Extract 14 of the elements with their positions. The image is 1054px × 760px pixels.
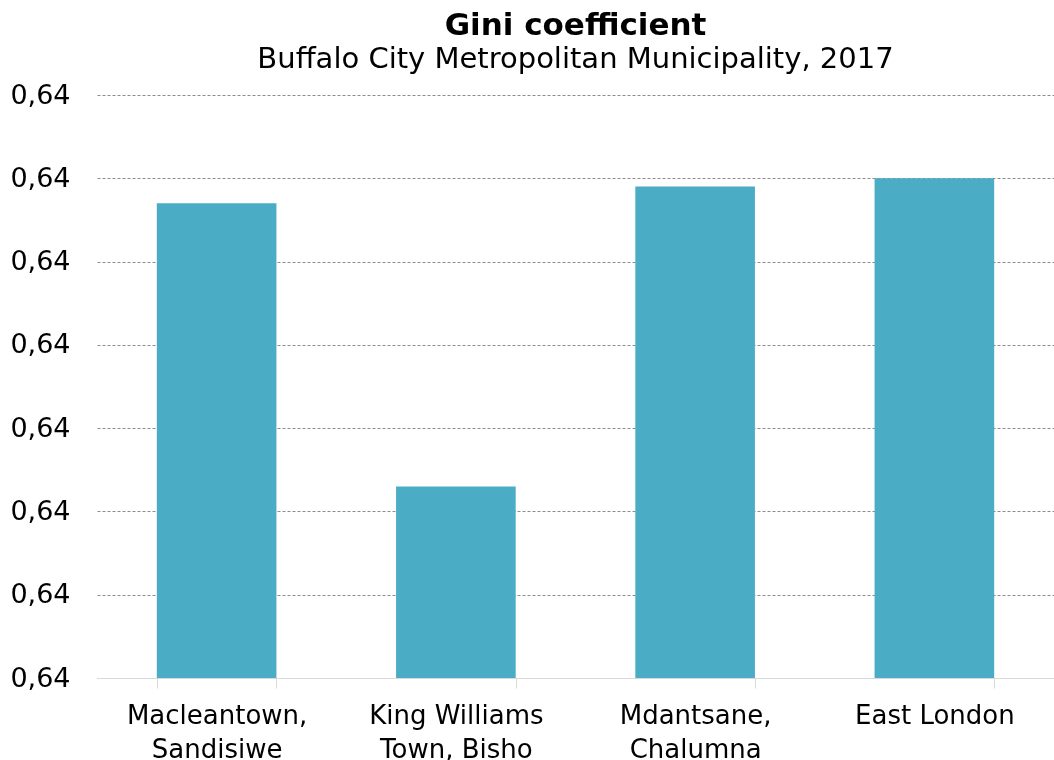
x-tick-label: East London <box>855 699 1015 730</box>
y-tick-label: 0,64 <box>10 78 71 110</box>
y-tick-label: 0,64 <box>10 661 71 693</box>
y-tick-label: 0,64 <box>10 245 71 277</box>
x-tick-label: Macleantown, Sandisiwe <box>126 699 308 760</box>
y-tick-label: 0,64 <box>10 578 71 610</box>
x-tick-label: King Williams Town, Bisho <box>369 699 544 760</box>
y-tick-label: 0,64 <box>10 328 71 360</box>
y-tick-label: 0,64 <box>10 411 71 443</box>
y-tick-label: 0,64 <box>10 161 71 193</box>
y-tick-label: 0,64 <box>10 494 71 526</box>
chart-title: Gini coefficient <box>444 6 707 42</box>
x-tick-label: Mdantsane, Chalumna <box>619 699 772 760</box>
chart-subtitle: Buffalo City Metropolitan Municipality, 2017 <box>257 41 894 75</box>
